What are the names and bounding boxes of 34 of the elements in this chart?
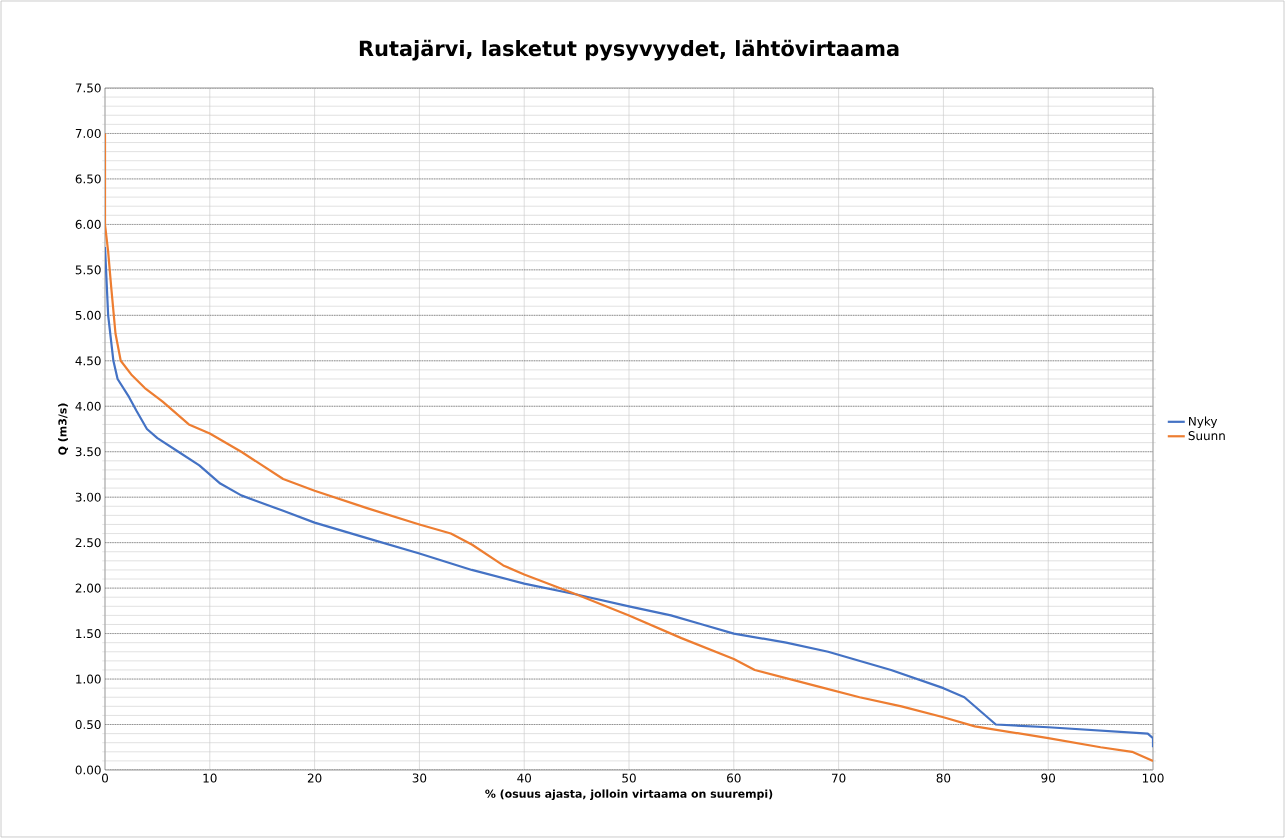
legend-label: Nyky [1189,416,1218,429]
y-tick-label: 2.00 [75,583,101,593]
y-tick-label: 1.50 [76,629,101,639]
x-tick-label: 40 [517,773,532,783]
x-tick-label: 10 [203,773,217,783]
y-tick-label: 3.50 [75,447,101,457]
x-axis-title: % (osuus ajasta, jolloin virtaama on suurempi) [485,789,773,801]
x-tick-label: 100 [1142,773,1164,783]
line-series [105,246,1154,749]
line-series [105,132,1154,762]
y-axis-title: Q (m3/s) [58,403,69,455]
x-tick-label: 50 [622,773,636,783]
x-tick-label: 0 [101,773,109,783]
x-tick-label: 20 [307,773,322,783]
y-tick-label: 1.00 [76,674,101,684]
y-tick-label: 6.50 [75,174,101,184]
y-tick-label: 4.50 [75,356,101,366]
y-tick-label: 5.00 [75,310,101,320]
x-tick-label: 70 [831,773,846,783]
y-tick-label: 0.00 [75,765,101,775]
y-tick-label: 7.00 [75,128,101,138]
y-tick-label: 5.50 [75,265,101,275]
y-tick-label: 3.00 [75,492,101,502]
x-tick-label: 80 [936,773,951,783]
x-tick-label: 60 [727,773,741,783]
chart-title: Rutajärvi, lasketut pysyvyydet, lähtövirtaama [359,39,899,61]
y-tick-label: 7.50 [75,83,101,93]
y-tick-label: 2.50 [75,538,101,548]
x-tick-label: 90 [1041,773,1056,783]
y-tick-label: 6.00 [75,219,101,229]
y-tick-label: 4.00 [75,401,101,411]
x-tick-label: 30 [412,773,427,783]
legend-label: Suunn [1188,431,1225,441]
y-tick-label: 0.50 [75,720,101,730]
